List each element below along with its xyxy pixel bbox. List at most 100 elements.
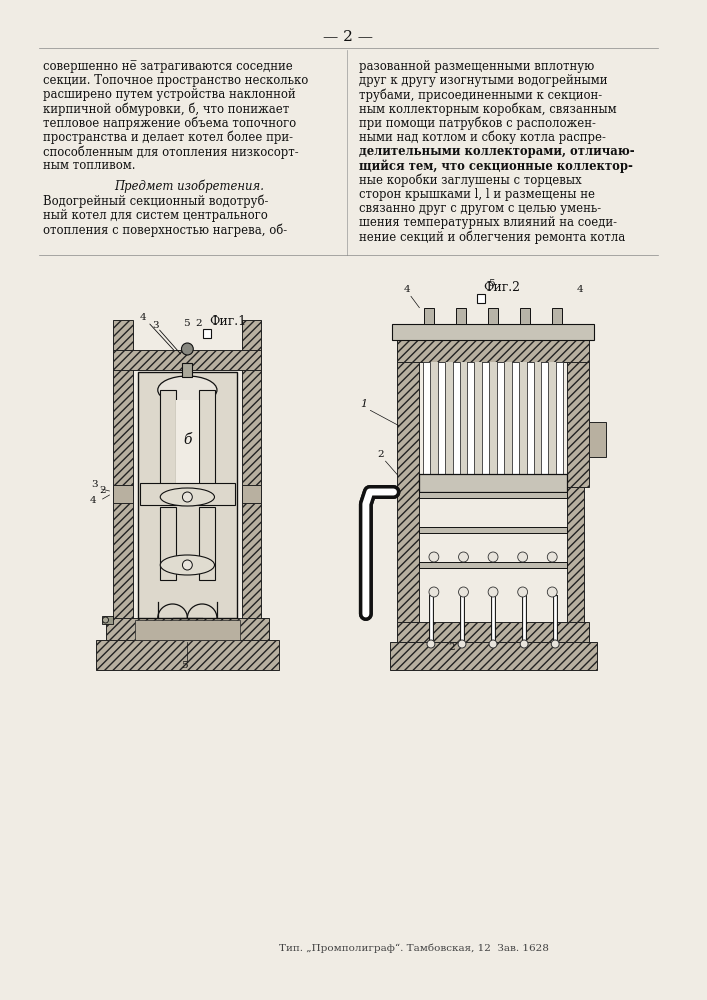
Bar <box>199 507 215 580</box>
Bar <box>520 308 530 324</box>
Text: Фиг.2: Фиг.2 <box>483 281 520 294</box>
FancyBboxPatch shape <box>138 372 237 618</box>
Text: трубами, присоединенными к секцион-: трубами, присоединенными к секцион- <box>359 88 602 102</box>
Text: Предмет изобретения.: Предмет изобретения. <box>115 180 264 193</box>
Bar <box>438 362 445 487</box>
Text: 4: 4 <box>577 285 583 294</box>
Bar <box>419 527 567 533</box>
Bar <box>552 308 562 324</box>
Bar <box>397 340 419 622</box>
Text: связанно друг с другом с целью умень-: связанно друг с другом с целью умень- <box>359 202 601 215</box>
Circle shape <box>458 640 466 648</box>
Bar <box>105 618 269 640</box>
Circle shape <box>547 587 557 597</box>
Bar <box>102 616 113 624</box>
Bar <box>160 390 175 495</box>
Circle shape <box>547 552 557 562</box>
Circle shape <box>518 587 527 597</box>
Bar <box>160 507 175 580</box>
Bar <box>113 350 262 370</box>
Circle shape <box>182 343 193 355</box>
Bar <box>113 320 133 620</box>
Bar <box>423 362 430 487</box>
Bar <box>489 362 497 487</box>
Circle shape <box>488 587 498 597</box>
Text: ный котел для систем центрального: ный котел для систем центрального <box>43 209 268 222</box>
Circle shape <box>429 552 439 562</box>
Text: шения температурных влияний на соеди-: шения температурных влияний на соеди- <box>359 216 617 229</box>
Text: ным коллекторным коробкам, связанным: ным коллекторным коробкам, связанным <box>359 103 617 116</box>
Bar <box>482 362 489 487</box>
Bar <box>419 492 567 498</box>
Circle shape <box>427 640 435 648</box>
Text: Фиг.1: Фиг.1 <box>209 315 246 328</box>
Bar <box>135 620 240 640</box>
Text: б: б <box>183 433 192 447</box>
Bar <box>474 362 482 487</box>
Bar <box>556 362 563 487</box>
Bar <box>419 562 567 568</box>
Bar <box>175 400 199 495</box>
Bar <box>488 308 498 324</box>
Bar <box>203 329 211 338</box>
Text: ными над котлом и сбоку котла распре-: ными над котлом и сбоку котла распре- <box>359 131 606 144</box>
Circle shape <box>518 552 527 562</box>
Text: 2: 2 <box>449 643 455 652</box>
Bar <box>242 320 262 620</box>
Circle shape <box>551 640 559 648</box>
Bar <box>419 474 567 492</box>
Bar <box>467 362 474 487</box>
Text: 1: 1 <box>360 399 367 409</box>
Text: 5: 5 <box>182 661 188 670</box>
Text: пространства и делает котел более при-: пространства и делает котел более при- <box>43 131 293 144</box>
Text: нение секций и облегчения ремонта котла: нение секций и облегчения ремонта котла <box>359 230 625 244</box>
Bar <box>477 294 485 303</box>
Text: — 2 —: — 2 — <box>323 30 373 44</box>
Bar <box>424 308 434 324</box>
Bar <box>519 362 527 487</box>
Text: 2: 2 <box>378 450 385 459</box>
Text: ные коробки заглушены с торцевых: ные коробки заглушены с торцевых <box>359 174 582 187</box>
Bar <box>242 485 262 503</box>
Bar <box>456 308 466 324</box>
Bar <box>542 362 549 487</box>
Bar <box>397 340 589 362</box>
Ellipse shape <box>158 376 217 404</box>
Circle shape <box>103 617 108 623</box>
Circle shape <box>429 587 439 597</box>
Circle shape <box>182 560 192 570</box>
Text: 5: 5 <box>488 279 495 288</box>
Bar <box>182 363 192 377</box>
Bar <box>534 362 542 487</box>
Ellipse shape <box>160 555 214 575</box>
Text: 2: 2 <box>195 319 202 328</box>
Text: друг к другу изогнутыми водогрейными: друг к другу изогнутыми водогрейными <box>359 74 607 87</box>
Text: тепловое напряжение объема топочного: тепловое напряжение объема топочного <box>43 117 296 130</box>
Text: ным топливом.: ным топливом. <box>43 159 136 172</box>
Bar <box>397 622 589 642</box>
Bar <box>445 362 452 487</box>
Bar <box>512 362 519 487</box>
Text: кирпичной обмуровки, б, что понижает: кирпичной обмуровки, б, что понижает <box>43 103 290 116</box>
Bar <box>527 362 534 487</box>
Bar <box>392 324 594 340</box>
Circle shape <box>459 587 469 597</box>
Text: 4: 4 <box>90 496 96 505</box>
Text: 2: 2 <box>100 486 106 495</box>
Text: сторон крышками l, l и размещены не: сторон крышками l, l и размещены не <box>359 188 595 201</box>
Text: расширено путем устройства наклонной: расширено путем устройства наклонной <box>43 88 296 101</box>
Text: Тип. „Промполиграф“. Тамбовская, 12  Зав. 1628: Тип. „Промполиграф“. Тамбовская, 12 Зав.… <box>279 943 549 953</box>
Bar <box>430 362 438 487</box>
Bar <box>140 483 235 505</box>
Text: разованной размещенными вплотную: разованной размещенными вплотную <box>359 60 594 73</box>
Bar <box>199 390 215 495</box>
Circle shape <box>459 552 469 562</box>
Bar <box>567 340 589 487</box>
Text: 3: 3 <box>152 321 158 330</box>
Text: 5: 5 <box>183 319 190 328</box>
Bar <box>390 642 597 670</box>
Bar <box>497 362 504 487</box>
Bar <box>567 487 584 622</box>
Text: при помощи патрубков с расположен-: при помощи патрубков с расположен- <box>359 117 596 130</box>
Bar <box>95 640 279 670</box>
